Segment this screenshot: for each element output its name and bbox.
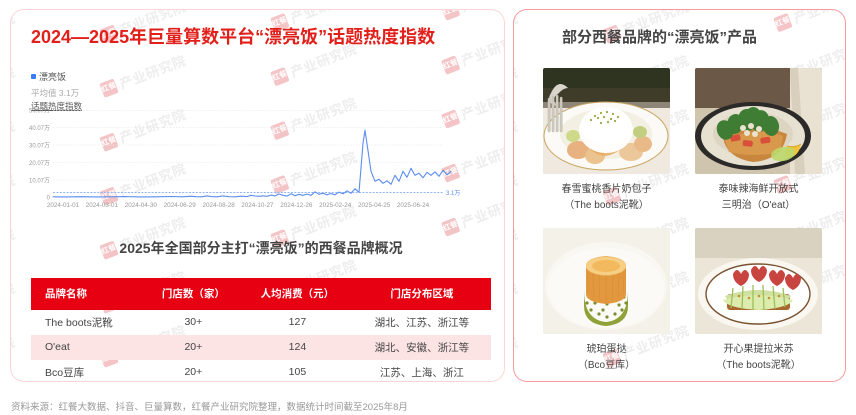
svg-text:0: 0 [47,196,51,202]
svg-text:3.1万: 3.1万 [446,190,460,197]
svg-text:40.07万: 40.07万 [29,125,50,132]
svg-text:30.07万: 30.07万 [29,143,50,150]
svg-text:20.07万: 20.07万 [29,160,50,167]
svg-text:50.07万: 50.07万 [29,108,50,115]
svg-text:10.07万: 10.07万 [29,177,50,184]
